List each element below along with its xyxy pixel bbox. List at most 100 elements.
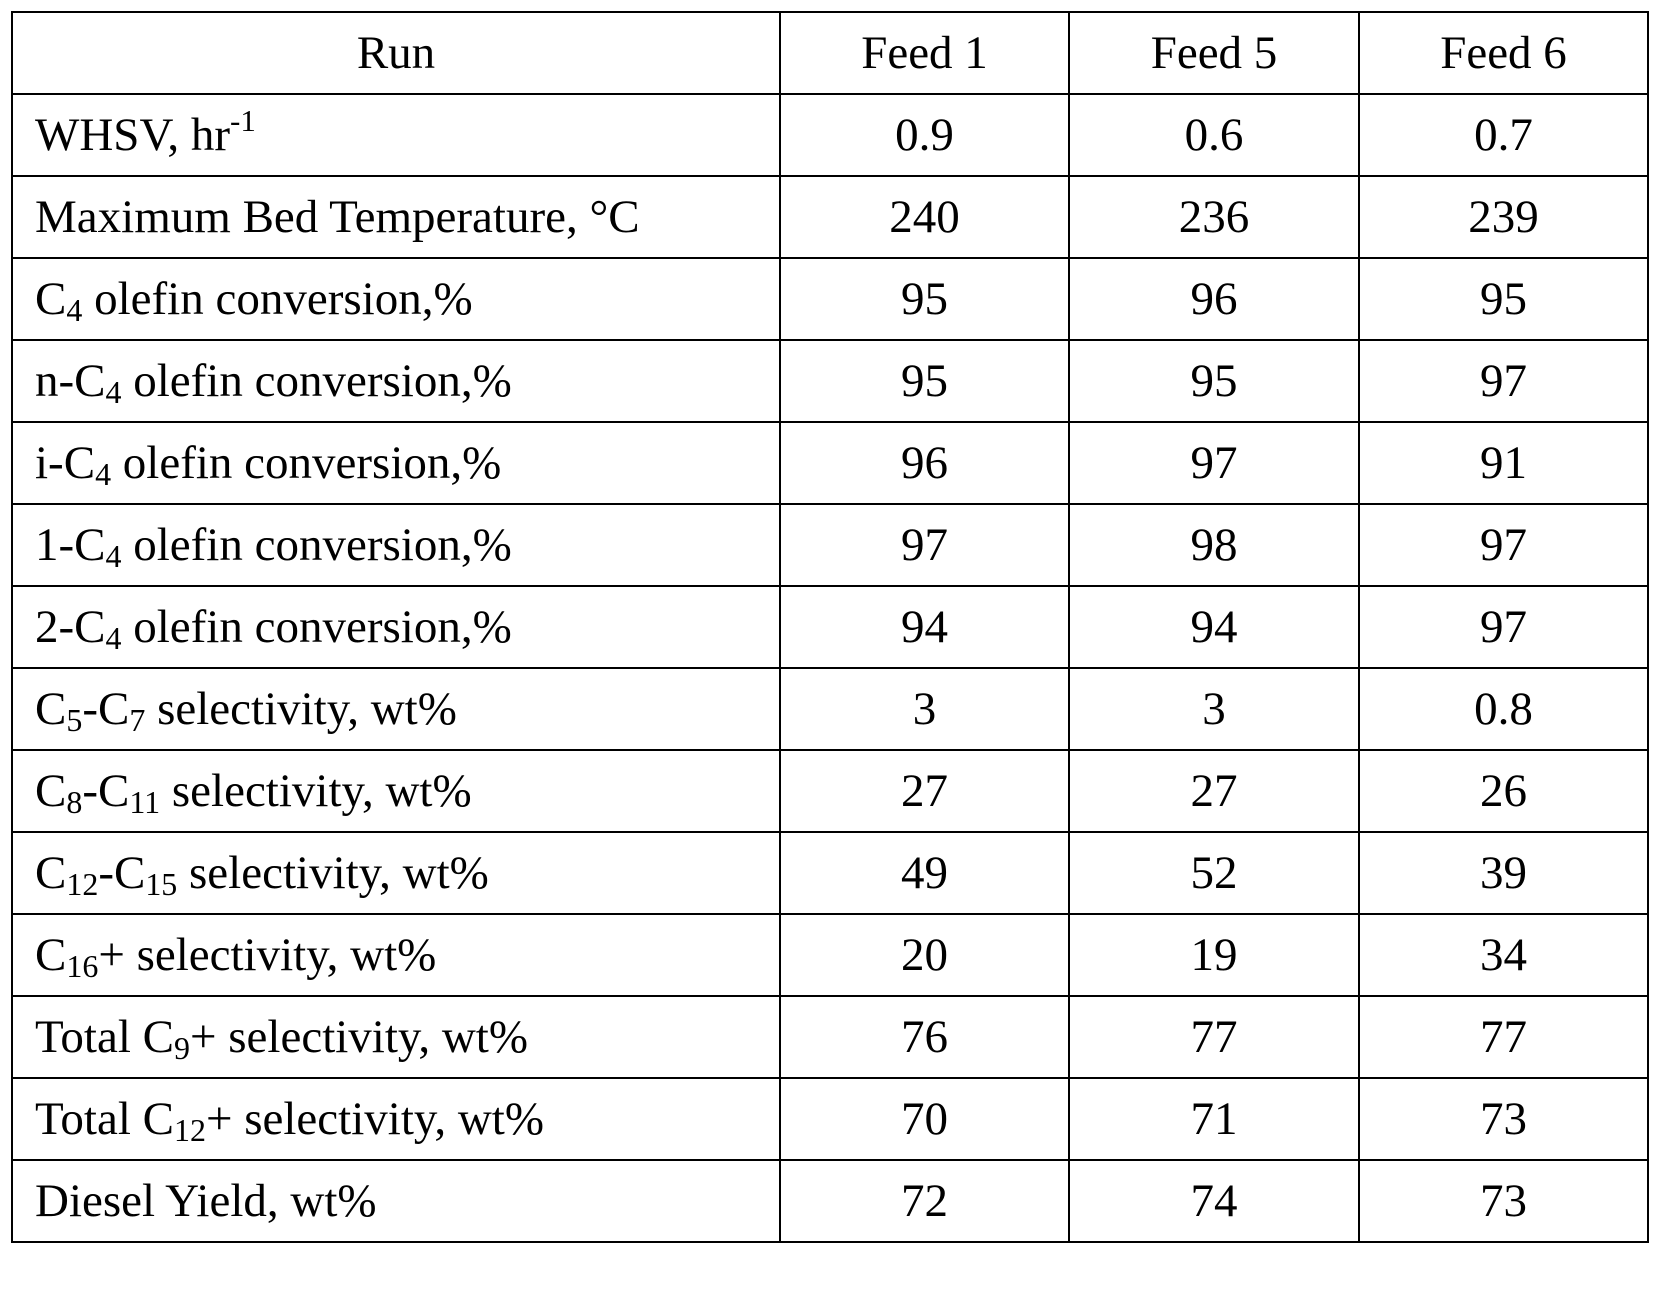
value-cell: 0.9: [780, 94, 1069, 176]
label-subscript: 4: [95, 457, 111, 492]
label-subscript: 4: [66, 293, 82, 328]
value-cell: 3: [780, 668, 1069, 750]
value-cell: 27: [780, 750, 1069, 832]
label-subscript: 15: [145, 867, 177, 902]
label-text: C: [35, 273, 66, 325]
value-cell: 34: [1359, 914, 1648, 996]
value-cell: 70: [780, 1078, 1069, 1160]
value-cell: 96: [1069, 258, 1359, 340]
row-label: Diesel Yield, wt%: [12, 1160, 780, 1242]
label-text: C: [35, 929, 66, 981]
table-row: i-C4 olefin conversion,%969791: [12, 422, 1648, 504]
label-text: + selectivity, wt%: [206, 1093, 544, 1145]
value-cell: 73: [1359, 1160, 1648, 1242]
label-text: olefin conversion,%: [82, 273, 472, 325]
header-cell-feed-6: Feed 6: [1359, 12, 1648, 94]
row-label: C4 olefin conversion,%: [12, 258, 780, 340]
label-subscript: 16: [66, 949, 98, 984]
label-text: Total C: [35, 1011, 174, 1063]
label-text: C: [35, 847, 66, 899]
value-cell: 73: [1359, 1078, 1648, 1160]
value-cell: 20: [780, 914, 1069, 996]
label-text: -C: [82, 765, 129, 817]
value-cell: 91: [1359, 422, 1648, 504]
label-text: olefin conversion,%: [121, 519, 511, 571]
label-text: selectivity, wt%: [160, 765, 472, 817]
value-cell: 76: [780, 996, 1069, 1078]
row-label: C16+ selectivity, wt%: [12, 914, 780, 996]
label-text: + selectivity, wt%: [98, 929, 436, 981]
results-table: Run Feed 1 Feed 5 Feed 6 WHSV, hr-10.90.…: [11, 11, 1649, 1243]
label-text: selectivity, wt%: [145, 683, 457, 735]
row-label: WHSV, hr-1: [12, 94, 780, 176]
table-row: Maximum Bed Temperature, °C240236239: [12, 176, 1648, 258]
label-text: C: [35, 683, 66, 735]
value-cell: 26: [1359, 750, 1648, 832]
value-cell: 0.6: [1069, 94, 1359, 176]
label-text: n-C: [35, 355, 106, 407]
row-label: i-C4 olefin conversion,%: [12, 422, 780, 504]
table-row: Total C12+ selectivity, wt%707173: [12, 1078, 1648, 1160]
label-text: + selectivity, wt%: [190, 1011, 528, 1063]
label-subscript: 4: [106, 375, 122, 410]
label-text: 2-C: [35, 601, 106, 653]
table-row: WHSV, hr-10.90.60.7: [12, 94, 1648, 176]
row-label: C5-C7 selectivity, wt%: [12, 668, 780, 750]
table-row: 1-C4 olefin conversion,%979897: [12, 504, 1648, 586]
table-row: n-C4 olefin conversion,%959597: [12, 340, 1648, 422]
label-text: -C: [82, 683, 129, 735]
data-table-container: Run Feed 1 Feed 5 Feed 6 WHSV, hr-10.90.…: [11, 11, 1649, 1243]
label-text: -C: [98, 847, 145, 899]
value-cell: 71: [1069, 1078, 1359, 1160]
value-cell: 96: [780, 422, 1069, 504]
table-header: Run Feed 1 Feed 5 Feed 6: [12, 12, 1648, 94]
label-text: selectivity, wt%: [177, 847, 489, 899]
value-cell: 3: [1069, 668, 1359, 750]
value-cell: 239: [1359, 176, 1648, 258]
value-cell: 94: [780, 586, 1069, 668]
row-label: C12-C15 selectivity, wt%: [12, 832, 780, 914]
row-label: 1-C4 olefin conversion,%: [12, 504, 780, 586]
label-text: WHSV, hr: [35, 109, 230, 161]
value-cell: 77: [1359, 996, 1648, 1078]
table-body: WHSV, hr-10.90.60.7Maximum Bed Temperatu…: [12, 94, 1648, 1242]
row-label: Total C12+ selectivity, wt%: [12, 1078, 780, 1160]
value-cell: 39: [1359, 832, 1648, 914]
value-cell: 97: [1359, 586, 1648, 668]
label-text: olefin conversion,%: [121, 601, 511, 653]
value-cell: 77: [1069, 996, 1359, 1078]
table-row: C5-C7 selectivity, wt%330.8: [12, 668, 1648, 750]
value-cell: 95: [780, 258, 1069, 340]
label-subscript: 11: [129, 785, 160, 820]
value-cell: 94: [1069, 586, 1359, 668]
value-cell: 27: [1069, 750, 1359, 832]
row-label: Maximum Bed Temperature, °C: [12, 176, 780, 258]
header-cell-run: Run: [12, 12, 780, 94]
row-label: 2-C4 olefin conversion,%: [12, 586, 780, 668]
value-cell: 19: [1069, 914, 1359, 996]
label-text: C: [35, 765, 66, 817]
label-text: Maximum Bed Temperature, °C: [35, 191, 640, 243]
header-cell-feed-5: Feed 5: [1069, 12, 1359, 94]
header-row: Run Feed 1 Feed 5 Feed 6: [12, 12, 1648, 94]
value-cell: 0.8: [1359, 668, 1648, 750]
label-subscript: 9: [174, 1031, 190, 1066]
label-subscript: 7: [129, 703, 145, 738]
table-row: C8-C11 selectivity, wt%272726: [12, 750, 1648, 832]
value-cell: 97: [780, 504, 1069, 586]
value-cell: 98: [1069, 504, 1359, 586]
row-label: Total C9+ selectivity, wt%: [12, 996, 780, 1078]
value-cell: 49: [780, 832, 1069, 914]
label-text: i-C: [35, 437, 95, 489]
row-label: n-C4 olefin conversion,%: [12, 340, 780, 422]
row-label: C8-C11 selectivity, wt%: [12, 750, 780, 832]
label-subscript: 4: [106, 539, 122, 574]
value-cell: 95: [780, 340, 1069, 422]
label-text: 1-C: [35, 519, 106, 571]
label-text: Total C: [35, 1093, 174, 1145]
value-cell: 95: [1359, 258, 1648, 340]
label-subscript: 4: [106, 621, 122, 656]
label-text: Diesel Yield, wt%: [35, 1175, 377, 1227]
value-cell: 0.7: [1359, 94, 1648, 176]
table-row: Diesel Yield, wt%727473: [12, 1160, 1648, 1242]
